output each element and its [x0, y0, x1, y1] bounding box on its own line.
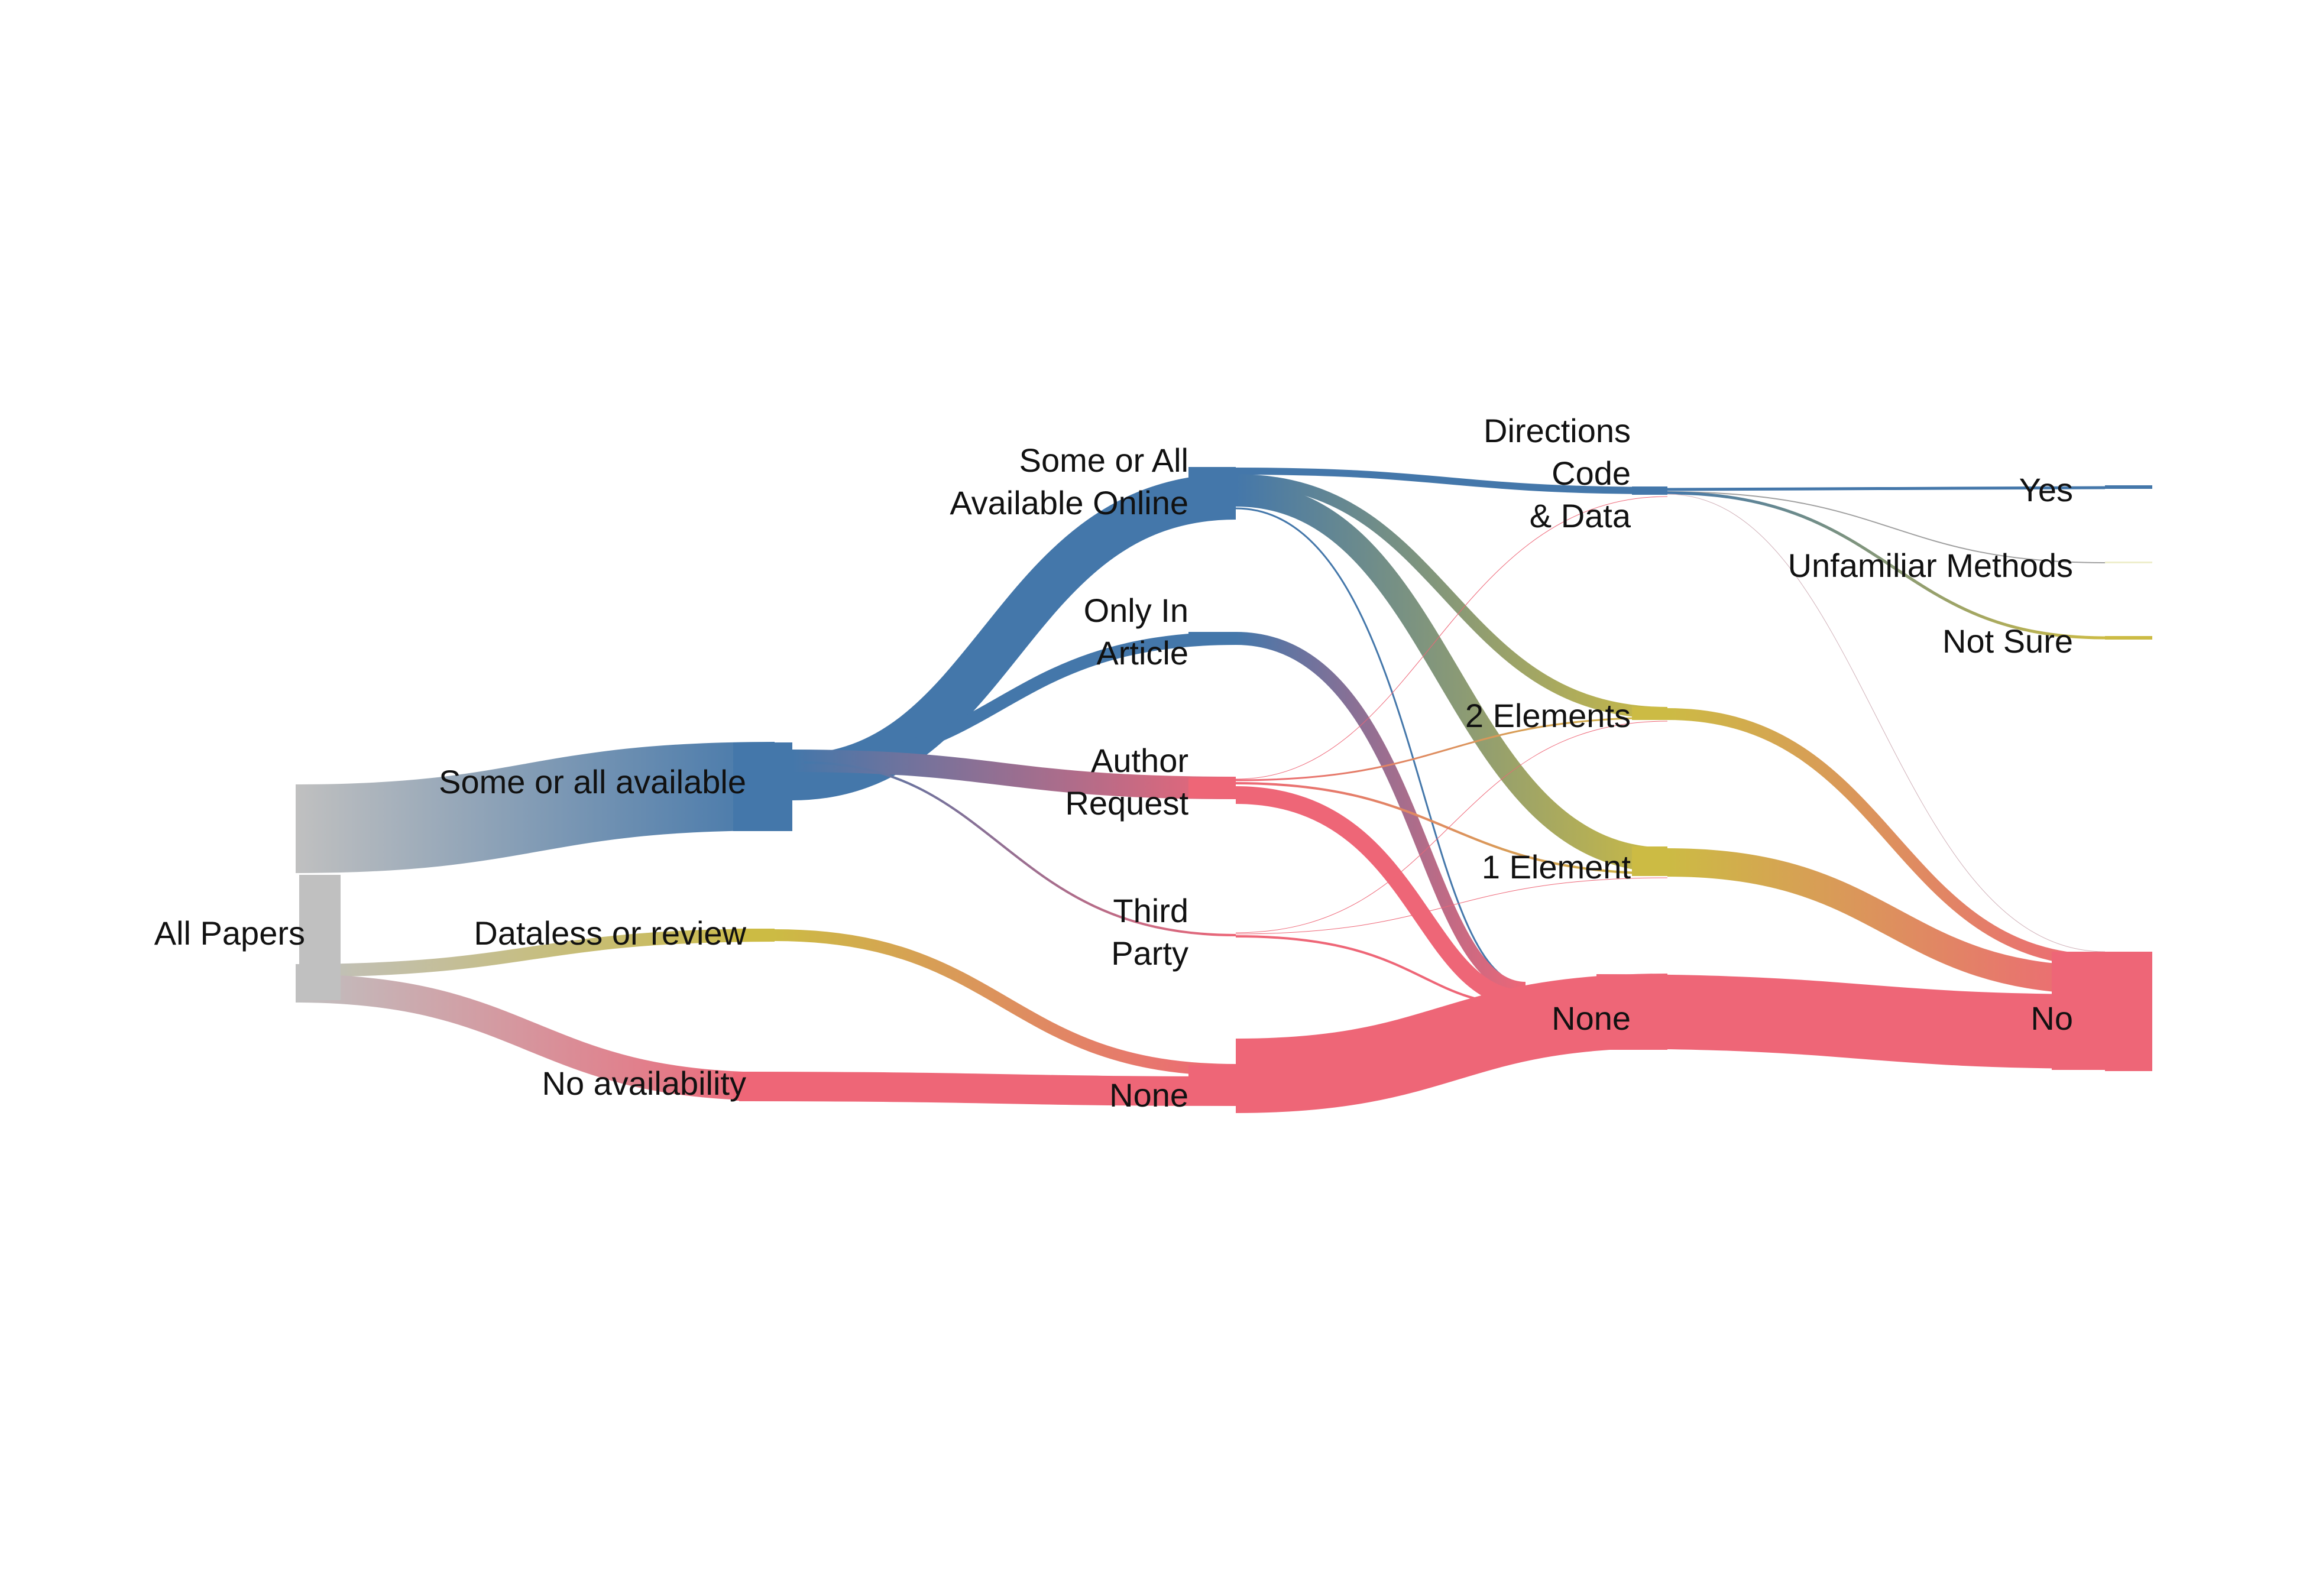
node-author-request: [1188, 778, 1236, 798]
label-directions-line1: Directions: [1484, 412, 1631, 449]
node-unfamiliar-methods: [2105, 562, 2152, 563]
label-third-party-line1: Third: [1113, 892, 1188, 929]
node-no: [2052, 952, 2111, 1070]
label-unfamiliar-methods: Unfamiliar Methods: [1788, 547, 2073, 584]
label-not-sure: Not Sure: [1942, 622, 2073, 660]
flow-directions-to-no: [1667, 494, 2106, 952]
label-only-in-article-line2: Article: [1096, 634, 1188, 672]
flow-online-to-two-elements: [1235, 474, 1668, 719]
node-bars: [299, 467, 2152, 1105]
node-directions-code-data: [1632, 486, 1667, 495]
flow-third-party-to-two-elements: [1235, 721, 1668, 933]
flow-author-to-two-elements: [1235, 716, 1668, 781]
node-not-sure: [2105, 636, 2152, 640]
node-dataless-or-review: [733, 929, 775, 942]
flow-one-element-to-no: [1667, 848, 2106, 994]
flow-author-to-none: [1235, 786, 1526, 1008]
label-none-stage2: None: [1109, 1076, 1188, 1114]
label-none-stage3: None: [1552, 1000, 1631, 1037]
label-only-in-article-line1: Only In: [1084, 592, 1188, 629]
flow-directions-to-yes: [1667, 486, 2106, 491]
flow-third-party-to-one-element: [1235, 877, 1668, 935]
flows-stage-1: [295, 742, 775, 1101]
flow-author-to-one-element: [1235, 782, 1668, 875]
flow-directions-to-not-sure: [1667, 491, 2106, 640]
node-some-or-all-available: [733, 742, 792, 831]
label-all-papers: All Papers: [154, 914, 305, 952]
flow-available-to-third-party: [804, 761, 1236, 936]
label-online-line2: Available Online: [950, 484, 1188, 521]
label-two-elements: 2 Elements: [1465, 697, 1631, 734]
label-yes: Yes: [2019, 471, 2073, 508]
label-author-request-line1: Author: [1091, 742, 1188, 779]
flow-all-to-available: [295, 742, 775, 873]
label-dataless-or-review: Dataless or review: [474, 914, 746, 952]
node-only-in-article: [1188, 632, 1236, 645]
flow-all-to-dataless: [295, 929, 775, 977]
flow-directions-to-unfamiliar: [1667, 491, 2106, 563]
node-labels: All Papers Some or all available Datales…: [154, 412, 2073, 1114]
label-one-element: 1 Element: [1482, 848, 1631, 885]
node-all-papers: [299, 875, 341, 1000]
node-yes: [2105, 485, 2152, 489]
label-third-party-line2: Party: [1111, 935, 1188, 972]
label-directions-line2: Code: [1552, 455, 1631, 492]
label-directions-line3: & Data: [1530, 497, 1631, 534]
label-online-line1: Some or All: [1019, 442, 1188, 479]
node-one-element: [1632, 846, 1667, 876]
flow-available-to-author: [792, 750, 1236, 799]
flow-online-to-directions: [1235, 468, 1668, 494]
flow-two-elements-to-no: [1667, 708, 2106, 966]
flow-none-to-no: [1596, 974, 2106, 1069]
label-some-or-all-available: Some or all available: [439, 763, 746, 800]
flows-stage-4: [1596, 486, 2106, 1069]
flow-author-to-directions: [1235, 496, 1668, 780]
node-no-body: [2105, 952, 2152, 1071]
node-online: [1188, 467, 1236, 512]
node-no-availability: [733, 1072, 775, 1101]
label-author-request-line2: Request: [1065, 784, 1188, 822]
flows-stage-3: [1235, 468, 1668, 1113]
flow-online-to-one-element: [1235, 482, 1668, 872]
flow-article-to-none: [1235, 632, 1526, 995]
flow-online-to-none: [1235, 507, 1526, 985]
label-no-availability: No availability: [542, 1065, 747, 1102]
flows-stage-2: [739, 473, 1236, 1106]
flow-dataless-to-none: [774, 929, 1236, 1076]
node-two-elements: [1632, 707, 1667, 720]
flow-no-availability-to-none: [739, 1072, 1236, 1106]
label-no: No: [2030, 1000, 2073, 1037]
flow-all-to-no-availability: [295, 974, 775, 1101]
flow-none-to-none: [1235, 974, 1668, 1113]
node-none-stage2: [1188, 1065, 1236, 1105]
node-none-stage3: [1596, 975, 1667, 1050]
